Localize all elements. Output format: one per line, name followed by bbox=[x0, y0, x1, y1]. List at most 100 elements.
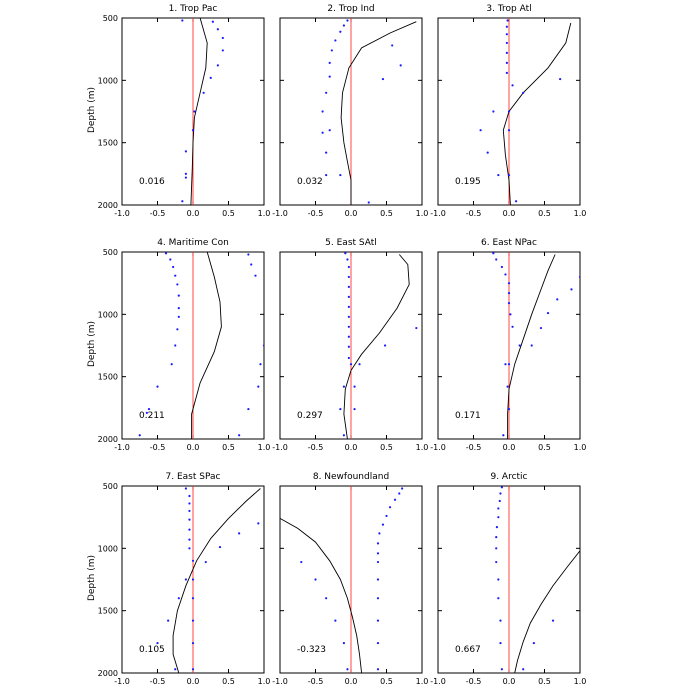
panel-3: 3. Trop Atl -1.0 -0.5 0.0 0.5 1.0 0.195 bbox=[430, 4, 586, 218]
data-point bbox=[325, 151, 328, 154]
x-tick-label: 0.0 bbox=[187, 443, 200, 452]
data-point bbox=[570, 288, 573, 291]
data-point bbox=[376, 619, 380, 622]
x-tick-label: -0.5 bbox=[308, 443, 324, 452]
data-point bbox=[506, 385, 509, 388]
y-tick-label: 2000 bbox=[98, 201, 118, 210]
data-point bbox=[383, 344, 387, 347]
panel-title: 8. Newfoundland bbox=[313, 472, 389, 482]
data-point bbox=[353, 385, 356, 388]
data-point bbox=[202, 91, 205, 94]
data-point bbox=[221, 36, 224, 40]
x-tick-label: 1.0 bbox=[416, 677, 429, 686]
plot-area bbox=[339, 252, 418, 439]
data-point bbox=[391, 44, 394, 47]
data-point bbox=[188, 528, 191, 531]
data-point bbox=[328, 129, 331, 132]
data-point bbox=[250, 263, 253, 266]
data-point bbox=[191, 641, 195, 645]
panel-4: 4. Maritime Con -1.0 -0.5 0.0 0.5 1.0 500 1000 1… bbox=[98, 238, 271, 452]
profile-line bbox=[191, 252, 222, 439]
data-point bbox=[164, 252, 168, 255]
x-tick-label: -1.0 bbox=[430, 209, 446, 218]
data-point bbox=[321, 131, 324, 134]
panel-6: 6. East NPac -1.0 -0.5 0.0 0.5 1.0 0.171 bbox=[430, 238, 586, 452]
data-point bbox=[257, 522, 260, 525]
data-point bbox=[216, 28, 219, 31]
x-tick-label: -0.5 bbox=[466, 677, 482, 686]
data-point bbox=[188, 547, 191, 550]
data-point bbox=[378, 532, 381, 535]
data-point bbox=[504, 363, 507, 366]
data-point bbox=[559, 77, 562, 81]
data-point bbox=[216, 64, 219, 67]
data-point bbox=[376, 578, 380, 581]
panel-title: 2. Trop Ind bbox=[327, 4, 374, 14]
data-point bbox=[334, 619, 337, 622]
data-point bbox=[507, 363, 511, 366]
data-point bbox=[347, 305, 350, 308]
data-point bbox=[578, 275, 580, 279]
data-point bbox=[495, 547, 498, 550]
data-point bbox=[495, 258, 498, 261]
data-point bbox=[353, 407, 356, 411]
data-point bbox=[177, 294, 180, 297]
data-point bbox=[342, 24, 345, 27]
data-point bbox=[347, 315, 350, 318]
data-point bbox=[156, 385, 159, 388]
x-tick-label: 0.0 bbox=[345, 209, 358, 218]
data-point bbox=[532, 641, 535, 645]
data-point bbox=[347, 345, 350, 348]
x-tick-label: 0.5 bbox=[380, 209, 393, 218]
data-point bbox=[347, 265, 350, 269]
data-point bbox=[181, 19, 184, 22]
data-point bbox=[499, 619, 502, 622]
data-point bbox=[376, 560, 380, 564]
profile-line bbox=[190, 18, 208, 205]
data-point bbox=[381, 77, 385, 81]
data-point bbox=[300, 560, 303, 564]
data-point bbox=[209, 76, 212, 79]
data-point bbox=[262, 344, 264, 347]
correlation-label: 0.297 bbox=[297, 411, 323, 421]
panel-1: 1. Trop Pac -1.0 -0.5 0.0 0.5 1.0 500 1000 1500 2… bbox=[98, 4, 271, 218]
correlation-label: -0.323 bbox=[297, 645, 326, 655]
profile-line bbox=[172, 488, 261, 673]
correlation-label: 0.171 bbox=[455, 411, 481, 421]
profile-line bbox=[280, 518, 363, 673]
x-tick-label: 0.0 bbox=[187, 677, 200, 686]
data-point bbox=[346, 19, 349, 22]
data-point bbox=[181, 200, 184, 203]
data-point bbox=[247, 253, 250, 256]
panel-title: 6. East NPac bbox=[481, 238, 537, 248]
data-point bbox=[339, 30, 342, 33]
data-point bbox=[328, 75, 331, 78]
data-point bbox=[204, 560, 207, 564]
data-point bbox=[211, 20, 214, 23]
data-point bbox=[177, 597, 180, 600]
x-tick-label: 0.0 bbox=[187, 209, 200, 218]
data-point bbox=[184, 487, 187, 490]
data-point bbox=[188, 502, 191, 505]
y-tick-label: 2000 bbox=[98, 435, 118, 444]
panel-title: 3. Trop Atl bbox=[486, 4, 531, 14]
data-point bbox=[492, 110, 495, 113]
data-point bbox=[145, 411, 148, 414]
x-tick-label: -1.0 bbox=[272, 443, 288, 452]
data-point bbox=[184, 176, 187, 179]
data-point bbox=[169, 258, 172, 261]
data-point bbox=[497, 516, 500, 519]
data-point bbox=[138, 434, 141, 437]
data-point bbox=[376, 668, 380, 671]
data-point bbox=[238, 532, 241, 535]
panel-title: 1. Trop Pac bbox=[169, 4, 218, 14]
panels: 1. Trop Pac -1.0 -0.5 0.0 0.5 1.0 500 1000 1500 2… bbox=[98, 4, 587, 686]
profile-line bbox=[343, 254, 410, 439]
data-point bbox=[511, 325, 514, 328]
data-point bbox=[247, 407, 250, 411]
data-point bbox=[507, 292, 511, 295]
data-point bbox=[321, 110, 324, 113]
data-point bbox=[376, 552, 380, 555]
x-tick-label: -0.5 bbox=[466, 209, 482, 218]
